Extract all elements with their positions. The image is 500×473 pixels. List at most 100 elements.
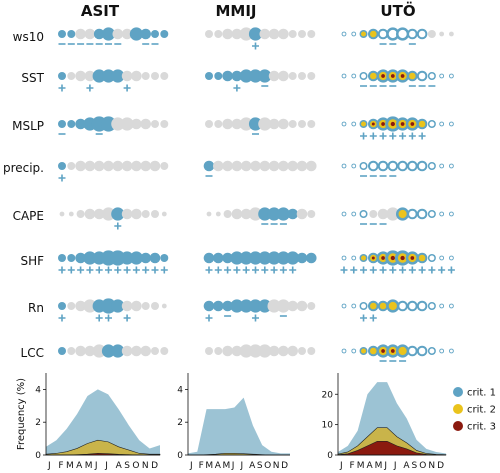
- bubble: [296, 300, 308, 312]
- bubble-inner: [429, 163, 435, 169]
- label-rn: Rn: [28, 301, 44, 315]
- bubble-core: [410, 256, 415, 260]
- bubble: [278, 28, 289, 40]
- bubble-inner: [379, 162, 387, 170]
- bubble: [58, 302, 66, 310]
- bubble: [101, 344, 116, 358]
- bubble: [58, 254, 66, 262]
- sig-plus: [369, 314, 377, 322]
- bubble-inner: [342, 304, 346, 308]
- bubble-inner: [449, 122, 453, 126]
- bubble-core: [371, 122, 375, 126]
- sig-plus: [399, 132, 407, 140]
- bubble-inner: [418, 120, 426, 128]
- sig-plus: [408, 266, 416, 274]
- bubble-core: [371, 256, 375, 260]
- label-ws10: ws10: [13, 30, 44, 44]
- bubble-core: [390, 121, 395, 127]
- legend-swatch: [453, 421, 463, 431]
- title-mmij: MMIJ: [215, 2, 256, 20]
- bubble: [151, 210, 159, 218]
- bubble: [121, 28, 133, 40]
- bubble-inner: [342, 32, 346, 36]
- panel-ASIT: 0 2 4 J FMAMJ J ASOND Frequency (%): [16, 373, 161, 471]
- bubble-inner: [449, 164, 453, 168]
- bubble: [248, 251, 263, 265]
- bubble-inner: [342, 74, 346, 78]
- bubble-inner: [388, 29, 397, 39]
- bubble: [205, 72, 213, 80]
- bubble: [222, 28, 233, 40]
- bubble: [239, 299, 253, 313]
- bubble: [129, 27, 143, 41]
- row-mmij-1: [205, 69, 316, 92]
- row-asit-1: [58, 69, 169, 92]
- sig-plus: [160, 266, 168, 274]
- sig-plus: [214, 266, 222, 274]
- bubble: [250, 160, 261, 172]
- bubble: [140, 345, 151, 357]
- sig-plus: [95, 314, 103, 322]
- bubble: [206, 211, 212, 217]
- bubble: [258, 69, 272, 83]
- sig-plus: [360, 266, 368, 274]
- bubble: [131, 160, 142, 172]
- bubble: [287, 160, 299, 172]
- sig-plus: [123, 314, 131, 322]
- bubble: [276, 299, 290, 313]
- sig-plus: [261, 266, 269, 274]
- label-lcc: LCC: [21, 346, 44, 360]
- bubble: [140, 28, 151, 40]
- sig-plus: [77, 266, 85, 274]
- bubble: [131, 118, 142, 130]
- bubble: [449, 31, 454, 37]
- bubble: [258, 299, 272, 313]
- sig-plus: [369, 132, 377, 140]
- sig-plus: [151, 266, 159, 274]
- bubble: [386, 207, 400, 221]
- area-series: [46, 389, 160, 455]
- sig-plus: [67, 266, 75, 274]
- bubble-core: [381, 256, 385, 260]
- bubble: [307, 347, 316, 355]
- frequency-panels: 0 2 4 J FMAMJ J ASOND Frequency (%) 0 2 4 J FMAM…: [16, 373, 447, 471]
- bubble: [121, 300, 133, 312]
- bubble: [248, 299, 263, 313]
- area-series: [188, 397, 290, 455]
- bubble-inner: [418, 254, 426, 262]
- bubble: [92, 344, 106, 358]
- bubble: [83, 251, 97, 265]
- bubble: [248, 117, 263, 131]
- bubble: [248, 27, 263, 41]
- bubble-inner: [440, 74, 444, 78]
- legend-label: crit. 3: [467, 422, 496, 433]
- bubble: [160, 347, 169, 355]
- bubble-inner: [342, 256, 346, 260]
- bubble-inner: [342, 212, 346, 216]
- bubble: [288, 120, 297, 128]
- bubble: [268, 160, 280, 172]
- bubble: [259, 28, 271, 40]
- bubble: [214, 30, 223, 38]
- sig-plus: [360, 314, 368, 322]
- row-asit-4: [59, 207, 167, 230]
- bubble-inner: [370, 30, 377, 38]
- bubble-inner: [361, 255, 367, 261]
- bubble-inner: [352, 304, 356, 308]
- bubble-inner: [361, 73, 367, 79]
- variable-labels: ws10 SST MSLP precip. CAPE SHF Rn LCC: [3, 30, 45, 360]
- bubble: [278, 160, 289, 172]
- bubble: [84, 345, 96, 357]
- bubble: [93, 160, 105, 172]
- bubble: [298, 347, 306, 355]
- row-mmij-2: [205, 117, 316, 135]
- bubble-inner: [399, 162, 406, 170]
- bubble: [75, 345, 86, 357]
- bubble: [141, 302, 150, 310]
- bubble-inner: [352, 122, 356, 126]
- bubble: [215, 211, 221, 217]
- bubble: [151, 120, 159, 128]
- bubble-inner: [429, 73, 435, 79]
- panel-UTÖ: 0 10 20 J FMAMJ J ASOND: [322, 373, 447, 471]
- bubble: [259, 160, 271, 172]
